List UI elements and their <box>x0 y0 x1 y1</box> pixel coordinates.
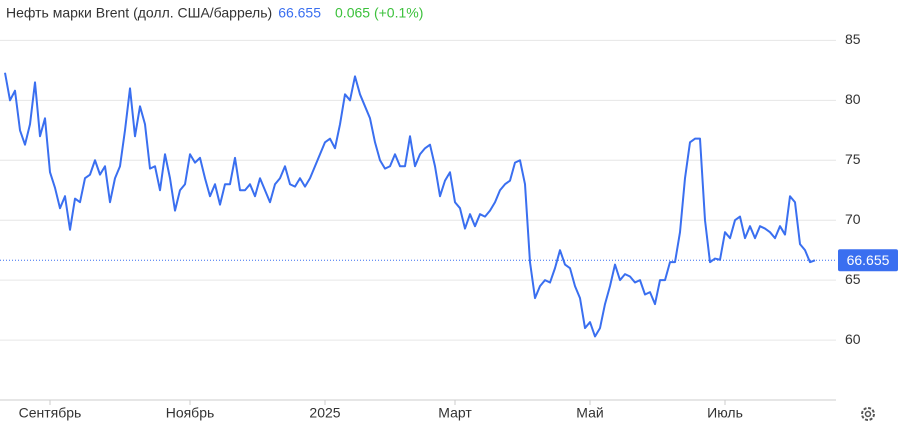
y-tick-label: 75 <box>845 151 861 167</box>
current-value: 66.655 <box>278 5 321 21</box>
y-tick-label: 85 <box>845 31 861 47</box>
y-tick-label: 65 <box>845 271 861 287</box>
x-tick-label: Март <box>438 405 472 421</box>
change: 0.065 (+0.1%) <box>335 5 423 21</box>
last-value-label: 66.655 <box>847 252 890 268</box>
x-tick-label: Май <box>576 405 603 421</box>
last-value-box <box>838 249 898 272</box>
x-tick-label: Июль <box>707 405 743 421</box>
x-tick-label: Ноябрь <box>166 405 215 421</box>
x-tick-label: 2025 <box>309 405 340 421</box>
y-tick-label: 60 <box>845 331 861 347</box>
y-tick-label: 70 <box>845 211 861 227</box>
x-tick-label: Сентябрь <box>19 405 82 421</box>
chart-title: Нефть марки Brent (долл. США/баррель) <box>6 5 272 21</box>
y-tick-label: 80 <box>845 91 861 107</box>
settings-icon[interactable] <box>861 407 875 421</box>
price-line <box>4 72 816 338</box>
